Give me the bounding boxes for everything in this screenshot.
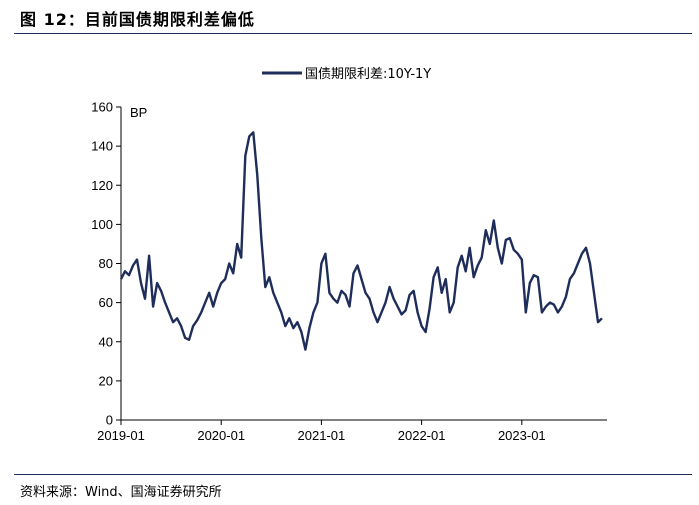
line-chart: 国债期限利差:10Y-1Y BP 0 20 40 60 80 100 120 140 160 2… xyxy=(91,67,607,443)
legend-label: 国债期限利差:10Y-1Y xyxy=(305,67,431,82)
y-tick-label: 40 xyxy=(99,334,113,349)
x-axis: 2019-01 2020-01 2021-01 2022-01 2023-01 xyxy=(97,419,607,443)
y-axis: 0 20 40 60 80 100 120 140 160 xyxy=(91,100,122,428)
y-tick-label: 60 xyxy=(99,295,113,310)
y-axis-unit-label: BP xyxy=(130,105,147,120)
x-tick-label: 2020-01 xyxy=(197,428,245,443)
series-line-10y-1y xyxy=(119,131,603,351)
y-tick-label: 0 xyxy=(106,413,113,428)
source-note: 资料来源：Wind、国海证券研究所 xyxy=(20,485,222,500)
x-tick-label: 2022-01 xyxy=(398,428,446,443)
y-tick-label: 120 xyxy=(91,178,113,193)
y-tick-label: 160 xyxy=(91,100,113,115)
y-tick-label: 100 xyxy=(91,217,113,232)
x-tick-label: 2019-01 xyxy=(97,428,145,443)
y-tick-label: 140 xyxy=(91,139,113,154)
bottom-rule xyxy=(14,474,692,475)
legend: 国债期限利差:10Y-1Y xyxy=(262,67,431,82)
figure-title: 图 12：目前国债期限利差偏低 xyxy=(20,10,255,29)
x-tick-label: 2023-01 xyxy=(498,428,546,443)
x-tick-label: 2021-01 xyxy=(298,428,346,443)
y-tick-label: 80 xyxy=(99,256,113,271)
top-rule xyxy=(14,33,692,34)
y-tick-label: 20 xyxy=(99,373,113,388)
